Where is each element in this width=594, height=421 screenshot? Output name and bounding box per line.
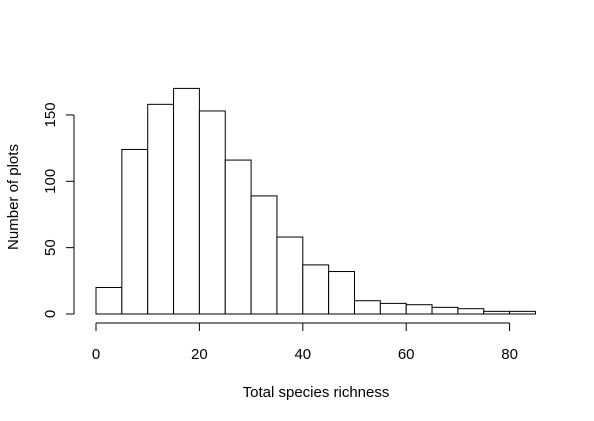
histogram-bar-40-45 xyxy=(302,264,330,315)
histogram-bar-10-15 xyxy=(147,103,175,315)
histogram-bar-50-55 xyxy=(354,300,381,315)
histogram-bar-5-10 xyxy=(121,148,149,315)
histogram-bar-25-30 xyxy=(224,159,252,315)
histogram-bar-20-25 xyxy=(198,110,226,315)
histogram-bar-30-35 xyxy=(250,195,278,315)
y-axis: 0 50 100 150 xyxy=(42,102,75,318)
histogram-bar-70-75 xyxy=(457,308,485,315)
y-tick-label: 0 xyxy=(42,310,59,318)
x-axis-ticks: 0 20 40 60 80 xyxy=(92,323,518,363)
histogram-bar-65-70 xyxy=(431,306,459,315)
histogram-bar-55-60 xyxy=(379,302,407,315)
x-tick-label: 40 xyxy=(294,346,311,363)
histogram-bar-35-40 xyxy=(276,236,304,315)
y-axis-title: Number of plots xyxy=(5,144,22,250)
histogram-bar-60-65 xyxy=(405,304,433,315)
x-axis-title: Total species richness xyxy=(243,384,390,401)
y-axis-ticks: 0 50 100 150 xyxy=(42,102,74,318)
x-tick-label: 20 xyxy=(191,346,208,363)
x-tick-label: 80 xyxy=(501,346,518,363)
y-tick-label: 50 xyxy=(42,239,59,256)
histogram-bars xyxy=(95,87,536,315)
histogram-bar-80-85 xyxy=(509,310,536,315)
histogram-bar-15-20 xyxy=(173,87,200,315)
y-tick-label: 100 xyxy=(42,169,59,194)
x-axis: 0 20 40 60 80 xyxy=(92,322,518,363)
x-tick-label: 60 xyxy=(398,346,415,363)
histogram-bar-45-50 xyxy=(328,271,355,315)
x-tick-label: 0 xyxy=(92,346,100,363)
y-tick-label: 150 xyxy=(42,102,59,127)
histogram-bar-0-5 xyxy=(95,286,123,315)
histogram-bar-75-80 xyxy=(483,310,511,315)
